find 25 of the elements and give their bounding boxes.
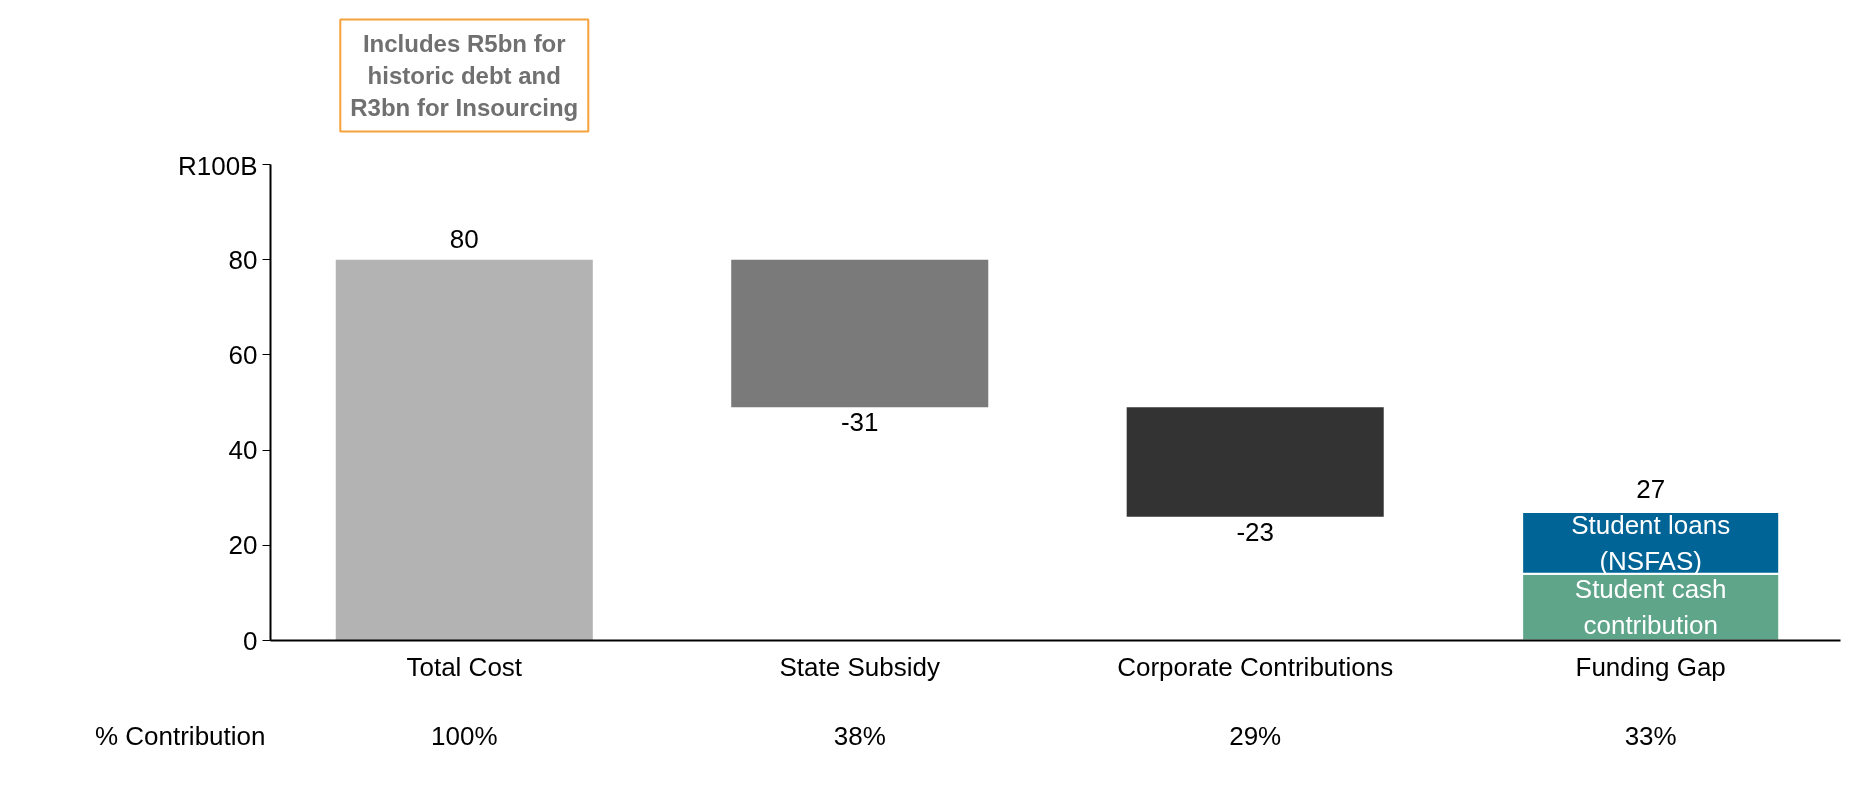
bar — [1126, 407, 1384, 517]
text: 29% — [1229, 720, 1282, 751]
text: 38% — [833, 720, 886, 751]
data-label: -31 — [840, 407, 879, 438]
y-tick-label: 0 — [243, 625, 258, 656]
y-tick-label: 60 — [228, 339, 258, 370]
text: Includes R5bn for historic debt and R3bn for Insourcing — [350, 29, 579, 122]
data-label: 80 — [449, 223, 479, 254]
x-tick-label: Total Cost — [406, 651, 523, 682]
data-label: -23 — [1236, 516, 1274, 547]
y-tick-label: R100B — [178, 150, 258, 181]
text: 33% — [1624, 720, 1677, 751]
y-tick-label: 20 — [228, 530, 258, 561]
y-tick-label: 80 — [228, 244, 258, 275]
text: 100% — [431, 720, 498, 751]
x-tick-label: Corporate Contributions — [1117, 651, 1394, 682]
bar — [335, 259, 593, 641]
x-tick-label: State Subsidy — [779, 651, 940, 682]
text: % Contribution — [94, 720, 266, 751]
series-label: Student cash contribution — [1574, 574, 1727, 641]
total-label: 27 — [1636, 473, 1666, 504]
x-tick-label: Funding Gap — [1575, 651, 1726, 682]
bar — [731, 259, 989, 408]
y-tick-label: 40 — [228, 435, 258, 466]
series-label: Student loans (NSFAS) — [1571, 509, 1731, 576]
